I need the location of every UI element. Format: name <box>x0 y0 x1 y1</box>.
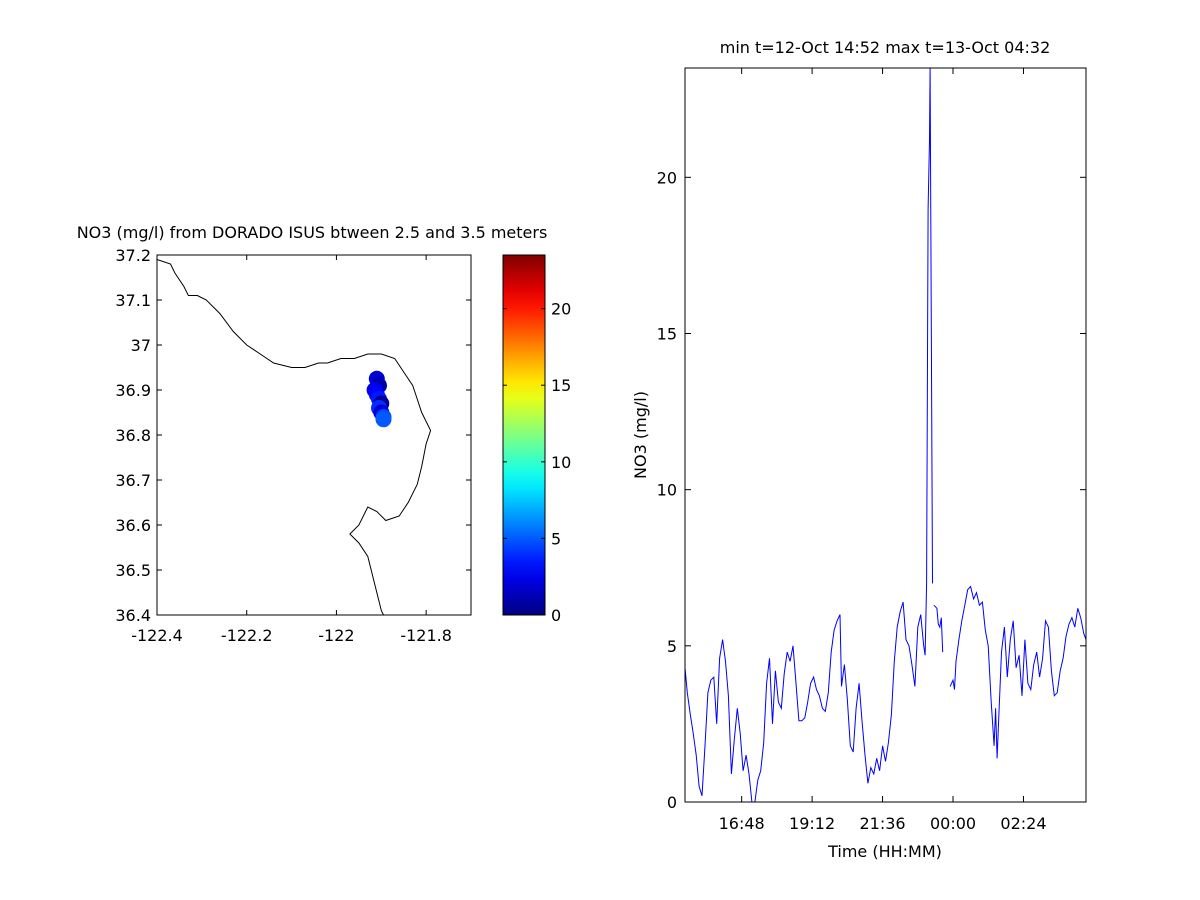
colorbar-tick-label: 0 <box>551 606 561 625</box>
timeseries-ytick-label: 0 <box>667 793 677 812</box>
no3-series-line <box>933 604 944 653</box>
timeseries-xtick-label: 21:36 <box>860 814 906 833</box>
timeseries-lines <box>685 68 1086 802</box>
timeseries-xtick-label: 16:48 <box>719 814 765 833</box>
map-xtick-label: -122.4 <box>131 626 183 645</box>
timeseries-plot-area <box>685 68 1086 802</box>
map-panel: NO3 (mg/l) from DORADO ISUS btween 2.5 a… <box>77 223 548 645</box>
map-axes: -122.4 -122.2 -122 -121.8 36.4 36.5 36.6 36.7 36… <box>115 246 472 645</box>
colorbar-tick-label: 5 <box>551 529 561 548</box>
map-ytick-label: 36.9 <box>115 381 151 400</box>
no3-series-line <box>685 68 933 802</box>
map-plot-area <box>156 255 471 616</box>
map-ytick-label: 36.8 <box>115 426 151 445</box>
timeseries-ytick-label: 5 <box>667 637 677 656</box>
timeseries-ytick-label: 10 <box>657 481 677 500</box>
colorbar: 0 5 10 15 20 <box>502 254 571 625</box>
no3-series-line <box>949 585 1086 759</box>
map-data-point <box>375 411 392 428</box>
map-ytick-label: 36.4 <box>115 606 151 625</box>
colorbar-ticks: 0 5 10 15 20 <box>503 300 571 625</box>
map-ytick-label: 37.1 <box>115 291 151 310</box>
map-xtick-label: -122.2 <box>221 626 273 645</box>
map-xtick-label: -121.8 <box>400 626 452 645</box>
timeseries-xtick-label: 02:24 <box>1000 814 1046 833</box>
coastline <box>156 259 432 616</box>
timeseries-ylabel: NO3 (mg/l) <box>631 391 650 479</box>
timeseries-ytick-label: 15 <box>657 324 677 343</box>
colorbar-tick-label: 10 <box>551 453 571 472</box>
timeseries-frame <box>684 67 1087 803</box>
map-background <box>157 255 471 615</box>
colorbar-tick-label: 15 <box>551 376 571 395</box>
colorbar-tick-label: 20 <box>551 300 571 319</box>
timeseries-title: min t=12-Oct 14:52 max t=13-Oct 04:32 <box>720 38 1051 57</box>
timeseries-ytick-label: 20 <box>657 168 677 187</box>
timeseries-panel: min t=12-Oct 14:52 max t=13-Oct 04:32 16… <box>631 38 1087 861</box>
colorbar-gradient <box>502 254 546 616</box>
map-title: NO3 (mg/l) from DORADO ISUS btween 2.5 a… <box>77 223 548 242</box>
timeseries-axes: 16:48 19:12 21:36 00:00 02:24 0 5 10 15 20 <box>657 67 1087 833</box>
map-ytick-label: 37.2 <box>115 246 151 265</box>
map-ytick-label: 37 <box>131 336 151 355</box>
timeseries-xtick-label: 19:12 <box>789 814 835 833</box>
timeseries-xtick-label: 00:00 <box>930 814 976 833</box>
timeseries-xlabel: Time (HH:MM) <box>827 842 942 861</box>
map-ytick-label: 36.6 <box>115 516 151 535</box>
map-ytick-label: 36.7 <box>115 471 151 490</box>
map-xtick-label: -122 <box>318 626 354 645</box>
map-ytick-label: 36.5 <box>115 561 151 580</box>
timeseries-background <box>685 68 1086 802</box>
